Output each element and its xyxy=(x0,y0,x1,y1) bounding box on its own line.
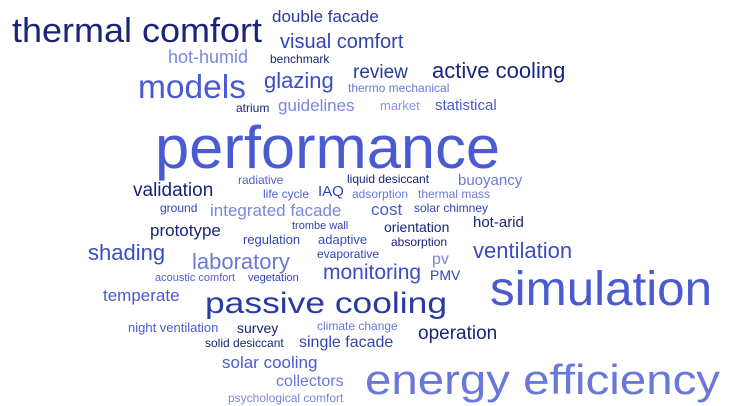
cloud-word: radiative xyxy=(238,173,284,187)
cloud-word: buoyancy xyxy=(458,172,523,189)
cloud-word: models xyxy=(138,68,246,105)
cloud-word: psychological comfort xyxy=(228,391,344,405)
cloud-word: passive cooling xyxy=(205,287,447,320)
cloud-word: single facade xyxy=(299,334,393,351)
cloud-word: absorption xyxy=(391,235,447,249)
cloud-word: benchmark xyxy=(270,52,330,66)
cloud-word: cost xyxy=(371,200,402,219)
cloud-word: trombe wall xyxy=(292,220,348,232)
cloud-word: solar cooling xyxy=(222,353,317,372)
cloud-word: operation xyxy=(418,323,497,344)
cloud-word: liquid desiccant xyxy=(347,172,430,186)
cloud-word: integrated facade xyxy=(210,201,341,220)
cloud-word: review xyxy=(353,62,408,83)
cloud-word: life cycle xyxy=(263,187,309,201)
cloud-word: visual comfort xyxy=(280,31,404,53)
cloud-word: atrium xyxy=(236,101,269,115)
cloud-word: ground xyxy=(160,201,197,215)
cloud-word: shading xyxy=(88,240,165,265)
cloud-word: active cooling xyxy=(432,58,565,83)
cloud-word: thermal comfort xyxy=(12,12,263,50)
cloud-word: laboratory xyxy=(192,249,290,274)
cloud-word: regulation xyxy=(243,232,300,247)
cloud-word: hot-humid xyxy=(168,47,248,67)
cloud-word: evaporative xyxy=(317,247,379,261)
cloud-word: solid desiccant xyxy=(205,336,284,350)
cloud-word: performance xyxy=(155,114,500,181)
cloud-word: statistical xyxy=(435,97,497,114)
cloud-word: guidelines xyxy=(278,96,355,115)
cloud-word: thermal mass xyxy=(418,187,490,201)
cloud-word: climate change xyxy=(317,319,398,333)
cloud-word: night ventilation xyxy=(128,320,218,335)
cloud-word: double facade xyxy=(272,7,379,26)
cloud-word: energy efficiency xyxy=(365,356,720,403)
cloud-word: prototype xyxy=(150,221,221,240)
cloud-word: vegetation xyxy=(248,272,299,284)
cloud-word: thermo mechanical xyxy=(348,81,449,95)
cloud-word: solar chimney xyxy=(414,201,488,215)
cloud-word: survey xyxy=(237,320,278,336)
cloud-word: ventilation xyxy=(473,238,572,263)
cloud-word: monitoring xyxy=(323,261,421,284)
cloud-word: temperate xyxy=(103,286,180,305)
cloud-word: market xyxy=(380,98,420,113)
cloud-word: adsorption xyxy=(352,187,408,201)
cloud-word: hot-arid xyxy=(473,214,524,231)
cloud-word: glazing xyxy=(264,68,334,93)
cloud-word: adaptive xyxy=(318,232,367,247)
cloud-word: PMV xyxy=(430,267,461,283)
cloud-word: orientation xyxy=(384,219,449,235)
cloud-word: validation xyxy=(133,180,213,201)
cloud-word: simulation xyxy=(490,263,712,316)
cloud-word: collectors xyxy=(276,373,344,390)
cloud-word: acoustic comfort xyxy=(155,272,235,284)
cloud-word: pv xyxy=(432,251,449,268)
cloud-word: IAQ xyxy=(318,183,344,200)
